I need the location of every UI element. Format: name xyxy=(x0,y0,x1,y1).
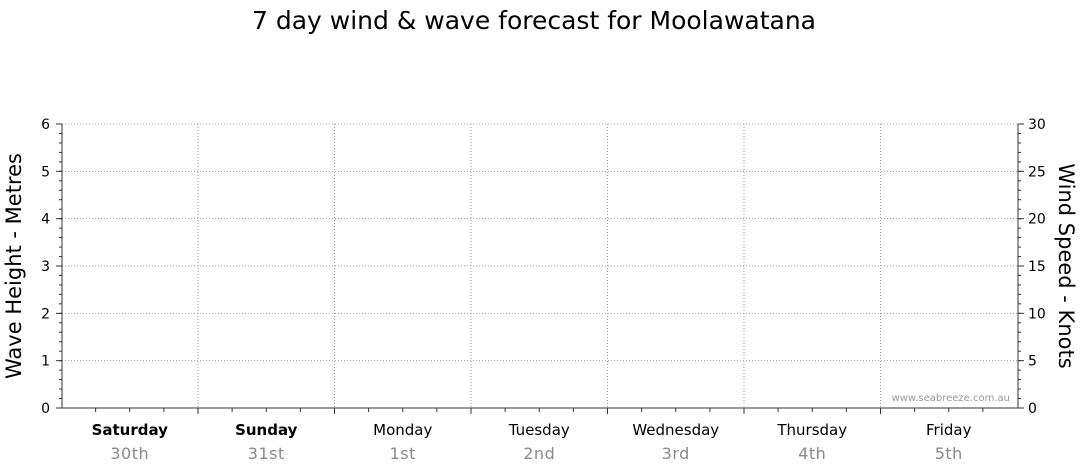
day-name-label: Friday xyxy=(926,421,972,439)
left-tick-label: 3 xyxy=(41,259,50,275)
right-tick-label: 25 xyxy=(1028,164,1046,180)
day-name-label: Wednesday xyxy=(632,421,719,439)
day-date-label: 3rd xyxy=(662,444,690,463)
day-name-label: Monday xyxy=(373,421,432,439)
left-tick-label: 0 xyxy=(41,401,50,417)
grid-lines xyxy=(62,123,1018,408)
day-name-label: Tuesday xyxy=(508,421,570,439)
right-tick-label: 10 xyxy=(1028,306,1046,322)
chart-title: 7 day wind & wave forecast for Moolawata… xyxy=(252,6,816,35)
left-axis-title: Wave Height - Metres xyxy=(2,153,26,379)
day-date-label: 30th xyxy=(110,444,149,463)
right-axis-title: Wind Speed - Knots xyxy=(1054,163,1078,368)
right-tick-label: 15 xyxy=(1028,259,1046,275)
day-date-label: 31st xyxy=(248,444,285,463)
right-tick-label: 0 xyxy=(1028,401,1037,417)
day-date-label: 5th xyxy=(935,444,963,463)
day-labels: Saturday 30th Sunday 31st Monday 1st Tuesday 2n… xyxy=(92,421,972,463)
day-date-label: 1st xyxy=(390,444,416,463)
right-tick-label: 20 xyxy=(1028,212,1046,228)
left-tick-label: 2 xyxy=(41,306,50,322)
watermark: www.seabreeze.com.au xyxy=(892,393,1010,404)
left-tick-label: 5 xyxy=(41,164,50,180)
left-tick-label: 6 xyxy=(41,117,50,133)
left-tick-label: 1 xyxy=(41,354,50,370)
right-tick-label: 5 xyxy=(1028,354,1037,370)
left-tick-label: 4 xyxy=(41,212,50,228)
day-date-label: 2nd xyxy=(523,444,555,463)
right-tick-labels: 0 5 10 15 20 25 30 xyxy=(1028,117,1046,417)
axes xyxy=(56,123,1024,414)
left-tick-labels: 0 1 2 3 4 5 6 xyxy=(41,117,50,417)
day-date-label: 4th xyxy=(798,444,826,463)
day-name-label: Thursday xyxy=(776,421,847,439)
right-tick-label: 30 xyxy=(1028,117,1046,133)
day-name-label: Sunday xyxy=(235,421,298,439)
day-name-label: Saturday xyxy=(92,421,169,439)
